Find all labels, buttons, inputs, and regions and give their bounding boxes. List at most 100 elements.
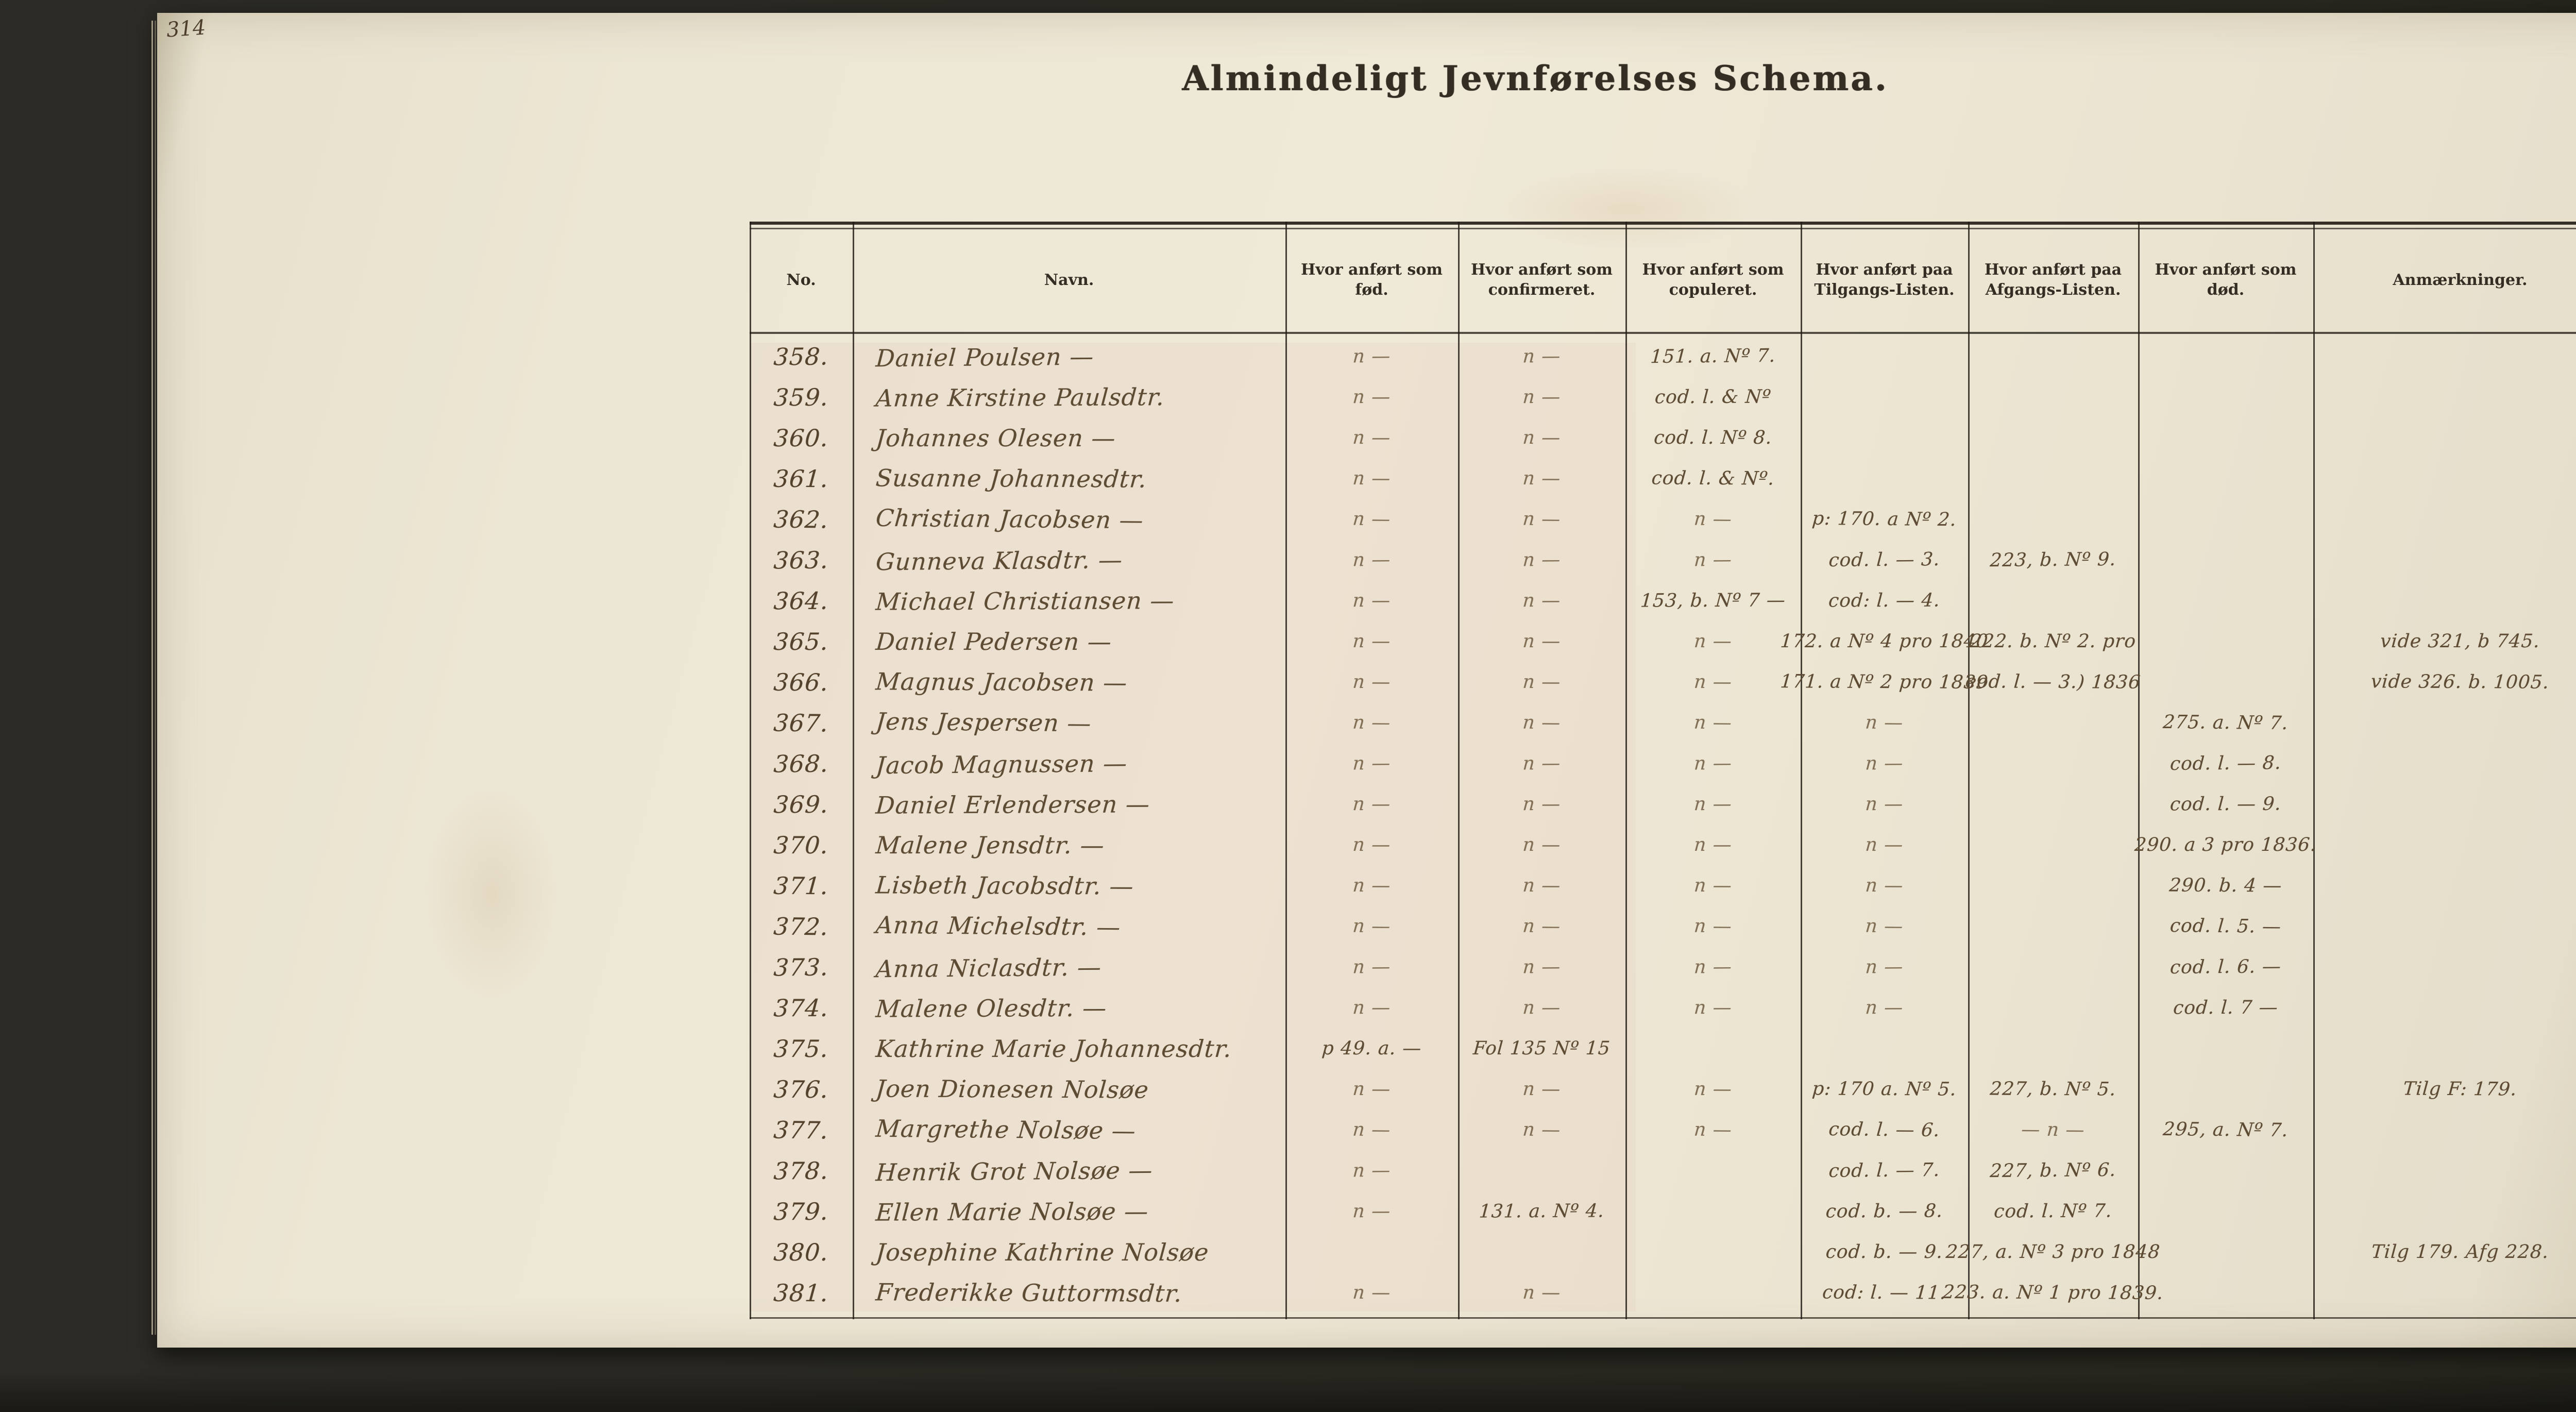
ledger-row: 380. Josephine Kathrine Nolsøe cod. b. — 9… — [750, 1232, 2576, 1272]
ledger-row: 379. Ellen Marie Nolsøe — n — 131. a. Nº 4.… — [750, 1191, 2576, 1232]
cell-name: Margrethe Nolsøe — — [874, 1114, 1138, 1145]
cell-entry: n — — [1352, 508, 1392, 530]
ledger-row: 376. Joen Dionesen Nolsøe n — n — n — p: 170 … — [750, 1069, 2576, 1110]
column-line — [853, 222, 854, 1319]
cell-entry: 171. a Nº 2 pro 1839 — [1780, 671, 1989, 693]
column-header: Navn. — [1044, 271, 1094, 289]
cell-name: Susanne Johannesdtr. — [874, 463, 1148, 493]
cell-name: Gunneva Klasdtr. — — [875, 545, 1124, 576]
cell-entry: cod. l. — 3. — [1828, 549, 1941, 571]
cell-entry: n — — [1693, 875, 1733, 897]
column-line — [1285, 222, 1287, 1319]
cell-entry: n — — [1693, 752, 1733, 775]
cell-entry: n — — [1352, 752, 1392, 775]
column-line — [1968, 222, 1970, 1319]
cell-entry: vide 321, b 745. — [2379, 631, 2541, 652]
cell-number: 370. — [772, 831, 830, 859]
cell-name: Lisbeth Jacobsdtr. — — [874, 870, 1135, 900]
cell-entry: — n — — [2020, 1119, 2086, 1141]
cell-entry: n — — [1352, 915, 1392, 937]
column-line — [2138, 222, 2140, 1319]
cell-entry: cod. l. Nº 8. — [1653, 427, 1773, 448]
ledger-row: 364. Michael Christiansen — n — n — 153, b. … — [750, 580, 2576, 621]
cell-number: 360. — [772, 424, 830, 452]
cell-entry: n — — [1693, 712, 1733, 734]
cell-entry: cod. l. Nº 7. — [1993, 1200, 2113, 1222]
cell-number: 374. — [773, 994, 829, 1022]
ledger-row: 373. Anna Niclasdtr. — n — n — n — n — cod. l.… — [750, 947, 2576, 987]
cell-entry: 172. a Nº 4 pro 1840 — [1780, 631, 1989, 652]
cell-name: Johannes Olesen — — [875, 424, 1117, 452]
cell-entry: Tilg 179. Afg 228. — [2370, 1241, 2550, 1263]
cell-entry: n — — [1865, 956, 1904, 978]
cell-entry: cod. l. & Nº. — [1651, 467, 1775, 490]
cell-entry: n — — [1865, 997, 1904, 1019]
column-header: Hvor anført paa Afgangs-Listen. — [1984, 261, 2122, 299]
cell-name: Daniel Pedersen — — [875, 627, 1113, 655]
cell-entry: 227, b. Nº 6. — [1989, 1159, 2117, 1182]
cell-entry: n — — [1522, 549, 1562, 571]
cell-name: Josephine Kathrine Nolsøe — [875, 1238, 1210, 1266]
cell-entry: 227, a. Nº 3 pro 1848 — [1945, 1241, 2161, 1263]
cell-entry: cod. l. — 7. — [1828, 1159, 1941, 1182]
cell-entry: n — — [1352, 345, 1392, 367]
cell-entry: n — — [1693, 915, 1733, 937]
cell-entry: cod. l. 5. — — [2169, 915, 2282, 937]
cell-entry: cod. l. — 6. — [1827, 1119, 1941, 1141]
ledger-row: 365. Daniel Pedersen — n — n — n — 172. a Nº … — [750, 621, 2576, 662]
cell-entry: n — — [1352, 1200, 1392, 1222]
cell-entry: Fol 135 Nº 15 — [1472, 1038, 1612, 1059]
cell-name: Frederikke Guttormsdtr. — [874, 1277, 1183, 1307]
cell-entry: n — — [1522, 671, 1562, 693]
cell-entry: n — — [1352, 467, 1392, 490]
page-edge — [151, 21, 153, 1335]
cell-name: Ellen Marie Nolsøe — — [875, 1197, 1150, 1226]
cell-name: Henrik Grot Nolsøe — — [875, 1156, 1154, 1186]
cell-number: 378. — [773, 1156, 829, 1185]
cell-entry: n — — [1352, 590, 1392, 612]
cell-name: Anna Niclasdtr. — — [875, 952, 1103, 983]
cell-entry: n — — [1693, 834, 1733, 855]
cell-name: Daniel Erlendersen — — [875, 789, 1151, 819]
cell-entry: n — — [1352, 549, 1392, 571]
cell-entry: n — — [1352, 834, 1392, 855]
cell-number: 375. — [772, 1034, 830, 1063]
cell-entry: n — — [1522, 875, 1562, 897]
ledger-row: 363. Gunneva Klasdtr. — n — n — n — cod. l. —… — [750, 540, 2576, 580]
cell-entry: 223. a. Nº 1 pro 1839. — [1942, 1282, 2164, 1304]
cell-number: 369. — [773, 790, 829, 818]
cell-entry: p: 170. a Nº 2. — [1811, 508, 1958, 531]
cell-entry: n — — [1522, 752, 1562, 775]
cell-entry: n — — [1352, 1282, 1392, 1304]
cell-entry: n — — [1865, 915, 1904, 937]
cell-entry: n — — [1865, 752, 1904, 775]
cell-number: 358. — [773, 342, 829, 371]
cell-entry: n — — [1693, 631, 1733, 652]
cell-entry: n — — [1522, 467, 1562, 490]
cell-entry: n — — [1522, 1119, 1562, 1141]
cell-entry: n — — [1522, 834, 1562, 855]
cell-entry: 275. a. Nº 7. — [2162, 711, 2290, 734]
cell-entry: cod. b. — 8. — [1825, 1200, 1944, 1222]
cell-entry: n — — [1522, 427, 1562, 448]
cell-entry: n — — [1693, 1119, 1733, 1141]
cell-name: Anne Kirstine Paulsdtr. — [875, 382, 1166, 412]
page-edge — [155, 21, 156, 1335]
cell-number: 361. — [772, 464, 830, 493]
ledger-row: 366. Magnus Jacobsen — n — n — n — 171. a Nº … — [750, 662, 2576, 702]
cell-entry: n — — [1693, 508, 1733, 530]
cell-number: 365. — [772, 627, 830, 655]
cell-entry: p: 170 a. Nº 5. — [1811, 1078, 1958, 1100]
cell-entry: n — — [1693, 1078, 1733, 1100]
cell-number: 363. — [773, 546, 829, 574]
cell-name: Christian Jacobsen — — [874, 503, 1145, 534]
column-header: Hvor anført som død. — [2155, 261, 2297, 299]
cell-entry: n — — [1522, 956, 1562, 978]
cell-entry: Tilg F: 179. — [2402, 1078, 2518, 1100]
cell-number: 373. — [773, 953, 829, 981]
ledger-row: 371. Lisbeth Jacobsdtr. — n — n — n — n — 290.… — [750, 865, 2576, 906]
ledger-row: 378. Henrik Grot Nolsøe — n — cod. l. — 7. 2… — [750, 1150, 2576, 1191]
cell-name: Joen Dionesen Nolsøe — [874, 1074, 1150, 1104]
cell-number: 368. — [773, 749, 829, 778]
column-line — [1801, 222, 1802, 1319]
